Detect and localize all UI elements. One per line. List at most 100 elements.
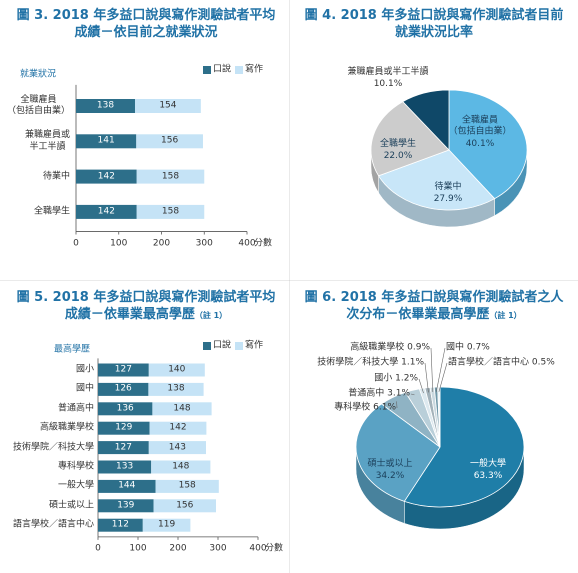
chart-title-block: 圖 3. 2018 年多益口說與寫作測驗試者平均 成績－依目前之就業狀況 [6,8,286,42]
slice-label: 碩士或以上 [367,458,413,469]
bar-value-label: 156 [176,500,194,511]
slice-label: 高級職業學校 [350,342,405,353]
bar-segment [151,460,211,474]
slice-value-label: 0.9% [407,342,430,353]
slice-value-label: 0.5% [531,357,555,368]
leader-line [410,393,415,396]
leader-line [418,378,424,394]
slice-value-label: 1.1% [401,357,424,368]
bar-value-label: 158 [161,206,180,217]
y-tick-label: 語言學校／語言中心 [12,519,94,530]
pie-slice [355,403,441,502]
slice-label: 技術學院／科技大學 [317,357,399,368]
legend-swatch [235,66,243,74]
y-tick-label: 碩士或以上 [48,500,94,511]
bar-value-label: 142 [97,206,115,217]
bar-value-label: 143 [168,441,186,452]
slice-value-label: 1.2% [395,373,418,384]
bar-value-label: 148 [173,403,191,414]
y-tick-label: 兼職雇員或 半工半讀 [24,130,70,152]
bar-segment [134,99,201,113]
title-note: （註 1） [194,310,228,320]
slice-label: 一般大學 [469,458,507,469]
x-tick-label: 0 [95,543,101,554]
bar-value-label: 158 [178,480,196,491]
bar-segment [98,363,149,377]
y-tick-label: 一般大學 [57,480,94,491]
bar-segment [98,402,153,416]
slice-label: 國小 [374,373,393,384]
bar-segment [76,134,137,149]
legend-label: 口說 [213,340,232,351]
pie-slice [370,101,450,177]
slice-value-label: 0.7% [466,342,490,353]
bar-segment [148,441,206,455]
slice-label-group: 高級職業學校 0.9% [350,342,430,353]
legend-label: 寫作 [245,340,264,351]
pie-slice [377,149,496,211]
bar-value-label: 138 [96,100,115,111]
legend-swatch [203,342,211,350]
y-tick-label: 待業中 [42,170,70,181]
bar-value-label: 127 [114,441,132,452]
x-tick-label: 200 [169,543,187,554]
x-tick-label: 300 [195,238,213,249]
slice-label: 專科學校 [334,402,371,413]
slice-label-group: 國小 1.2% [374,373,418,384]
x-tick-label: 300 [209,543,227,554]
bar-segment [98,518,143,532]
bar-segment [76,204,137,219]
bar-value-label: 126 [114,383,132,394]
legend-swatch [235,342,243,350]
bar-segment [142,518,191,532]
slice-value-label: 34.2% [375,471,405,481]
leader-line [438,362,448,392]
slice-label: 全職雇員 （包括自由業） [448,115,512,137]
bar-value-label: 127 [114,364,132,375]
slice-label-group: 技術學院／科技大學 1.1% [317,357,424,368]
x-axis-label: 分數 [265,543,284,554]
legend-label: 寫作 [245,64,264,75]
bar-segment [136,204,205,219]
bar-segment [149,421,207,435]
x-tick-label: 200 [152,238,171,249]
bar-value-label: 129 [115,422,133,433]
bar-segment [98,441,149,455]
bar-value-label: 148 [172,461,190,472]
bar-value-label: 119 [158,519,176,530]
bar-value-label: 139 [117,500,135,511]
chart-title: 圖 5. 2018 年多益口說與寫作測驗試者平均 成績－依畢業最高學歷 [16,290,276,322]
bar-segment [76,99,135,113]
bar-value-label: 154 [159,100,177,111]
y-tick-label: 技術學院／科技大學 [12,441,94,452]
slice-label-group: 普通高中 3.1% [348,388,410,399]
chart-title-block: 圖 6. 2018 年多益口說與寫作測驗試者之人 次分布－依畢業最高學歷（註 1… [296,290,572,324]
slice-value-label: 6.1% [373,402,396,413]
slice-value-label: 40.1% [465,139,495,149]
bar-segment [152,402,212,416]
leader-line [430,347,434,393]
bar-value-label: 133 [116,461,134,472]
chart-title-block: 圖 4. 2018 年多益口說與寫作測驗試者目前 就業狀況比率 [296,8,572,42]
bar-value-label: 142 [97,170,115,181]
bar-value-label: 136 [116,403,134,414]
slice-label: 語言學校／語言中心 [448,357,530,368]
bar-value-label: 141 [97,135,115,146]
bar-value-label: 138 [167,383,185,394]
y-tick-label: 全職學生 [33,206,70,217]
slice-label: 國中 [446,342,465,353]
x-axis-label: 分數 [254,238,273,249]
leader-line [435,347,446,392]
chart-title: 圖 6. 2018 年多益口說與寫作測驗試者之人 次分布－依畢業最高學歷 [304,290,564,322]
y-axis-label: 就業狀況 [19,69,57,80]
y-axis-label: 最高學歷 [53,344,91,355]
chart-title: 圖 3. 2018 年多益口說與寫作測驗試者平均 成績－依目前之就業狀況 [16,8,276,40]
bar-value-label: 140 [168,364,186,375]
bar-segment [98,382,149,396]
bar-segment [136,169,205,184]
bar-segment [76,169,137,184]
bar-segment [98,460,152,474]
bar-value-label: 142 [169,422,187,433]
slice-value-label: 10.1% [373,79,403,89]
